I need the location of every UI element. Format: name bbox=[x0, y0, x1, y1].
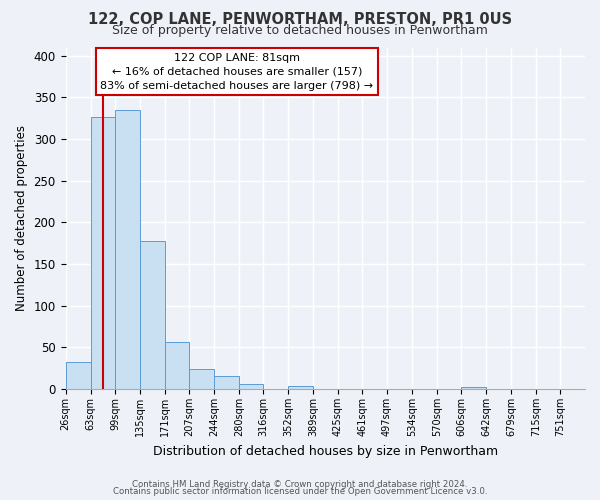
Text: Contains HM Land Registry data © Crown copyright and database right 2024.: Contains HM Land Registry data © Crown c… bbox=[132, 480, 468, 489]
Bar bbox=[164, 342, 189, 389]
Bar bbox=[115, 110, 140, 389]
Bar bbox=[239, 384, 263, 389]
Bar bbox=[288, 386, 313, 389]
Bar bbox=[140, 241, 164, 389]
Bar bbox=[65, 362, 91, 389]
Text: Size of property relative to detached houses in Penwortham: Size of property relative to detached ho… bbox=[112, 24, 488, 37]
Text: 122, COP LANE, PENWORTHAM, PRESTON, PR1 0US: 122, COP LANE, PENWORTHAM, PRESTON, PR1 … bbox=[88, 12, 512, 26]
Bar bbox=[91, 116, 115, 389]
Text: 122 COP LANE: 81sqm
← 16% of detached houses are smaller (157)
83% of semi-detac: 122 COP LANE: 81sqm ← 16% of detached ho… bbox=[100, 52, 374, 90]
X-axis label: Distribution of detached houses by size in Penwortham: Distribution of detached houses by size … bbox=[153, 444, 498, 458]
Bar bbox=[214, 376, 239, 389]
Bar bbox=[461, 386, 486, 389]
Bar bbox=[189, 369, 214, 389]
Y-axis label: Number of detached properties: Number of detached properties bbox=[15, 126, 28, 312]
Text: Contains public sector information licensed under the Open Government Licence v3: Contains public sector information licen… bbox=[113, 488, 487, 496]
